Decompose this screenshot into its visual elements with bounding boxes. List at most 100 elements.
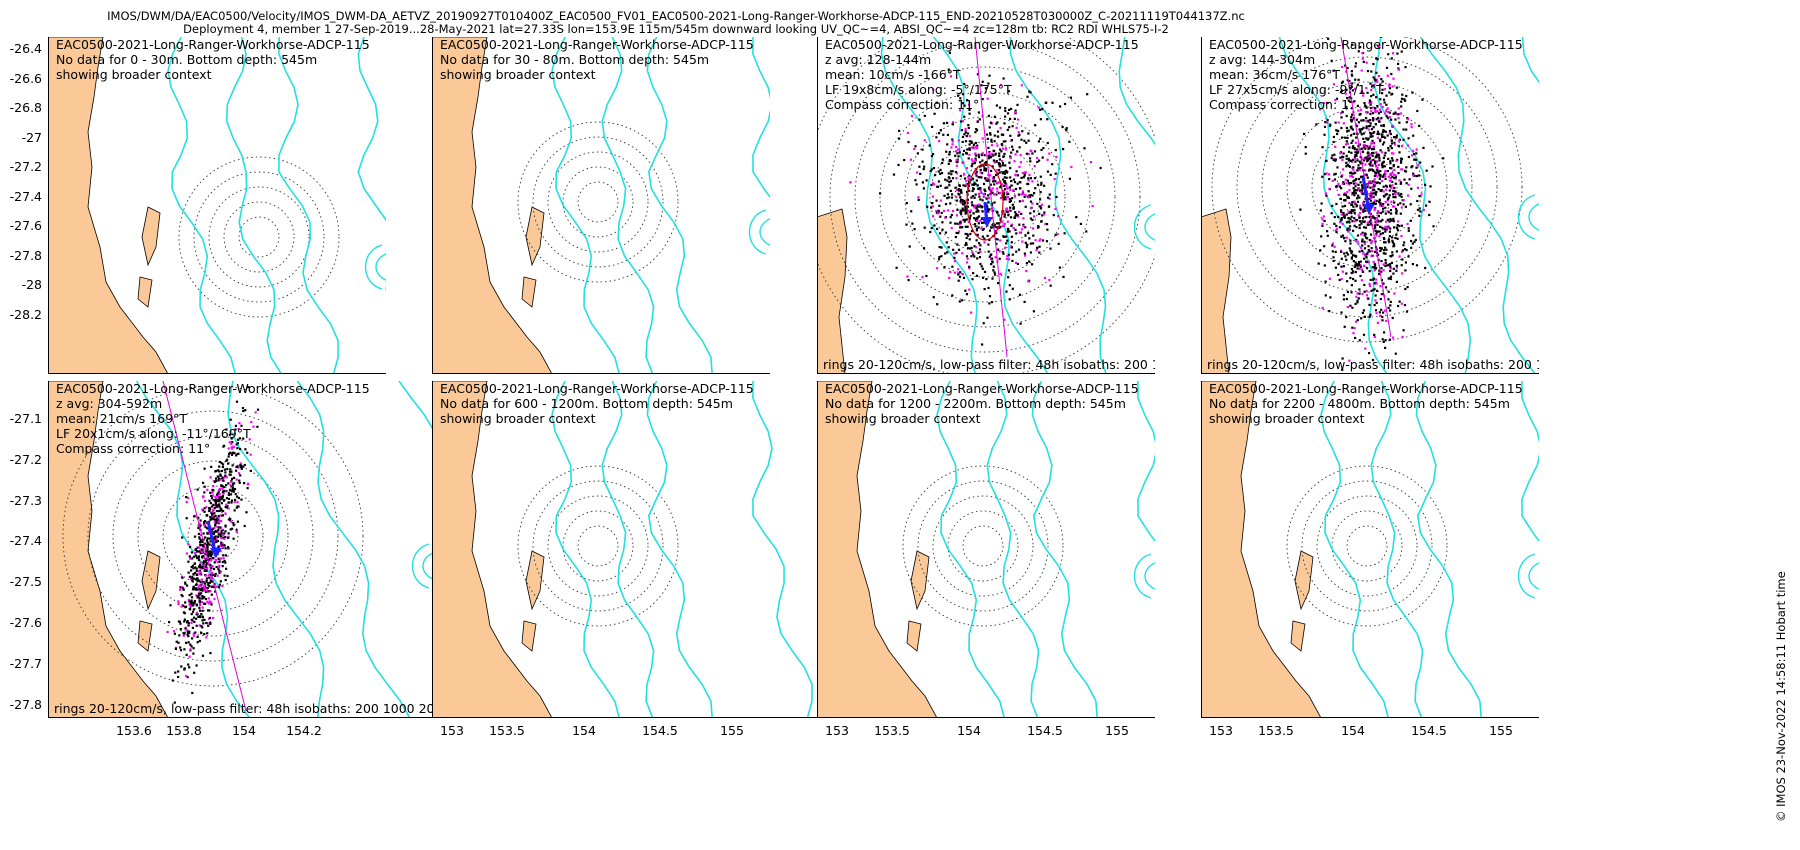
island-shape — [141, 206, 161, 267]
x-axis-line — [48, 717, 433, 718]
velocity-ring — [577, 181, 619, 223]
map-canvas — [432, 37, 770, 374]
panel-annotation-line: showing broader context — [56, 67, 212, 82]
velocity-scatter — [849, 51, 1102, 346]
velocity-ring — [902, 465, 1064, 627]
y-axis-line — [48, 381, 49, 718]
mean-arrow-head — [1363, 204, 1375, 214]
x-tick-label: 154.5 — [642, 723, 678, 738]
velocity-ring — [962, 525, 1004, 567]
velocity-ring — [178, 156, 340, 318]
velocity-ring — [1301, 480, 1433, 612]
velocity-ring — [1316, 495, 1418, 597]
x-axis-line — [1201, 717, 1539, 718]
x-tick-label: 153 — [440, 723, 464, 738]
y-tick-label: -27.5 — [9, 574, 42, 590]
y-tick-label: -27.2 — [9, 159, 42, 174]
x-tick-label: 154 — [572, 723, 596, 738]
velocity-ring — [112, 435, 314, 637]
panel-annotation-line: showing broader context — [440, 411, 596, 426]
isobath-line — [551, 37, 620, 374]
map-panel-p3: EAC0500-2021-Long-Ranger-Workhorse-ADCP-… — [817, 37, 1155, 374]
variance-ellipse — [966, 163, 1004, 241]
y-tick-label: -27.1 — [9, 411, 42, 426]
velocity-ring — [1286, 106, 1448, 268]
velocity-ring — [238, 216, 280, 258]
panel-annotation-line: z avg: 144-304m — [1209, 52, 1316, 67]
panel-annotation-line: No data for 2200 - 4800m. Bottom depth: … — [1209, 396, 1510, 411]
island-shape — [521, 276, 537, 308]
landmass-shape — [48, 37, 169, 374]
y-axis-line — [432, 37, 433, 374]
landmass-shape — [817, 381, 938, 718]
island-shape — [137, 620, 153, 652]
isobath-line — [398, 381, 433, 502]
x-axis-line — [432, 717, 1154, 718]
island-shape — [525, 206, 545, 267]
panel-annotation-line: showing broader context — [440, 67, 596, 82]
map-canvas — [1201, 381, 1539, 718]
isobath-eddy — [1134, 204, 1155, 250]
y-tick-label: -27.4 — [9, 188, 42, 204]
y-tick-label: -27.8 — [9, 696, 42, 712]
velocity-scatter — [1299, 37, 1445, 371]
panel-annotation-line: EAC0500-2021-Long-Ranger-Workhorse-ADCP-… — [440, 37, 754, 52]
isobath-eddy — [365, 244, 386, 290]
map-panel-p2: EAC0500-2021-Long-Ranger-Workhorse-ADCP-… — [432, 37, 770, 374]
panel-annotation-line: z avg: 128-144m — [825, 52, 932, 67]
velocity-ring — [532, 136, 664, 268]
velocity-ring — [1211, 37, 1523, 343]
velocity-ring — [1331, 510, 1403, 582]
x-tick-label: 154.2 — [286, 723, 322, 738]
velocity-ring — [1261, 81, 1473, 293]
velocity-ring — [547, 495, 649, 597]
panel-annotation-line: No data for 30 - 80m. Bottom depth: 545m — [440, 52, 710, 67]
panel-annotation-line: EAC0500-2021-Long-Ranger-Workhorse-ADCP-… — [1209, 37, 1523, 52]
y-tick-label: -27.2 — [9, 451, 42, 467]
panel-annotation-line: LF 19x8cm/s along: -5°/175°T — [825, 82, 1012, 97]
panel-annotation-line: No data for 600 - 1200m. Bottom depth: 5… — [440, 396, 733, 411]
y-tick-label: -26.4 — [9, 41, 42, 56]
x-tick-label: 153.5 — [874, 723, 910, 738]
map-panel-p8: EAC0500-2021-Long-Ranger-Workhorse-ADCP-… — [1201, 381, 1539, 718]
panel-annotation-line: EAC0500-2021-Long-Ranger-Workhorse-ADCP-… — [1209, 381, 1523, 396]
y-axis-line — [817, 37, 818, 374]
velocity-scatter — [166, 386, 260, 704]
x-axis-line — [432, 373, 770, 374]
panel-annotation-line: EAC0500-2021-Long-Ranger-Workhorse-ADCP-… — [440, 381, 754, 396]
landmass-shape — [817, 208, 848, 374]
panel-annotation-line: EAC0500-2021-Long-Ranger-Workhorse-ADCP-… — [825, 381, 1139, 396]
velocity-ring — [829, 41, 1141, 353]
isobath-line — [357, 37, 386, 292]
panel-footer-note: rings 20-120cm/s, low-pass filter: 48h i… — [54, 701, 433, 716]
y-tick-label: -27.4 — [9, 533, 42, 549]
x-tick-label: 153.8 — [166, 723, 202, 738]
velocity-ring — [917, 480, 1049, 612]
x-tick-label: 154 — [232, 723, 256, 738]
landmass-shape — [48, 381, 169, 718]
map-canvas — [1201, 37, 1539, 374]
velocity-ring — [904, 116, 1066, 278]
x-tick-label: 154 — [1341, 723, 1365, 738]
figure-title-filename: IMOS/DWM/DA/EAC0500/Velocity/IMOS_DWM-DA… — [107, 9, 1245, 23]
isobath-eddy — [1518, 194, 1539, 240]
landmass-shape — [432, 381, 553, 718]
y-axis-line — [432, 381, 433, 718]
along-axis-line — [974, 37, 1008, 358]
y-axis-line — [1201, 381, 1202, 718]
x-tick-label: 154 — [957, 723, 981, 738]
velocity-ring — [562, 510, 634, 582]
x-tick-label: 155 — [1489, 723, 1513, 738]
y-tick-label: -28.2 — [9, 306, 42, 322]
island-shape — [525, 550, 545, 611]
velocity-ring — [947, 510, 1019, 582]
map-panel-p7: EAC0500-2021-Long-Ranger-Workhorse-ADCP-… — [817, 381, 1155, 718]
y-tick-label: -26.8 — [9, 100, 42, 115]
isobath-line — [167, 37, 236, 374]
x-axis-line — [1201, 373, 1539, 374]
x-tick-label: 153.5 — [489, 723, 525, 738]
panel-annotation-line: Compass correction: 1 — [1209, 97, 1350, 112]
isobath-line — [1415, 381, 1482, 718]
velocity-ring — [517, 465, 679, 627]
velocity-ring — [547, 151, 649, 253]
